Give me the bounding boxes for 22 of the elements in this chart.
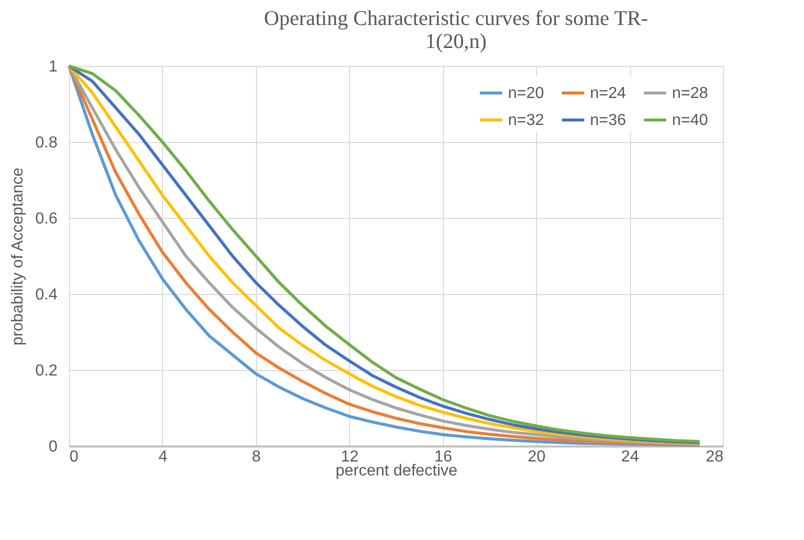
y-tick-label: 0.4 [35,286,58,304]
x-tick-label: 20 [528,448,546,466]
y-tick-label: 0.8 [35,134,58,152]
x-tick-label: 16 [434,448,452,466]
x-axis-title: percent defective [336,462,458,480]
legend-label: n=36 [590,112,626,129]
legend-label: n=20 [508,85,544,102]
x-tick-label: 24 [621,448,640,466]
legend-label: n=28 [672,85,708,102]
x-tick-label: 28 [706,448,724,466]
x-tick-label: 0 [70,448,78,466]
chart-title: Operating Characteristic curves for some TR-1(20,n) [264,6,648,53]
y-tick-label: 0.6 [35,210,58,228]
y-tick-label: 1 [48,58,58,76]
x-tick-label: 4 [158,448,168,466]
y-axis-title: probability of Acceptance [9,167,26,346]
x-tick-label: 12 [340,448,359,466]
y-tick-label: 0.2 [35,362,58,380]
legend-label: n=32 [508,112,544,129]
x-tick-label: 8 [252,448,261,466]
legend-label: n=24 [590,85,626,102]
legend-label: n=40 [672,112,708,129]
